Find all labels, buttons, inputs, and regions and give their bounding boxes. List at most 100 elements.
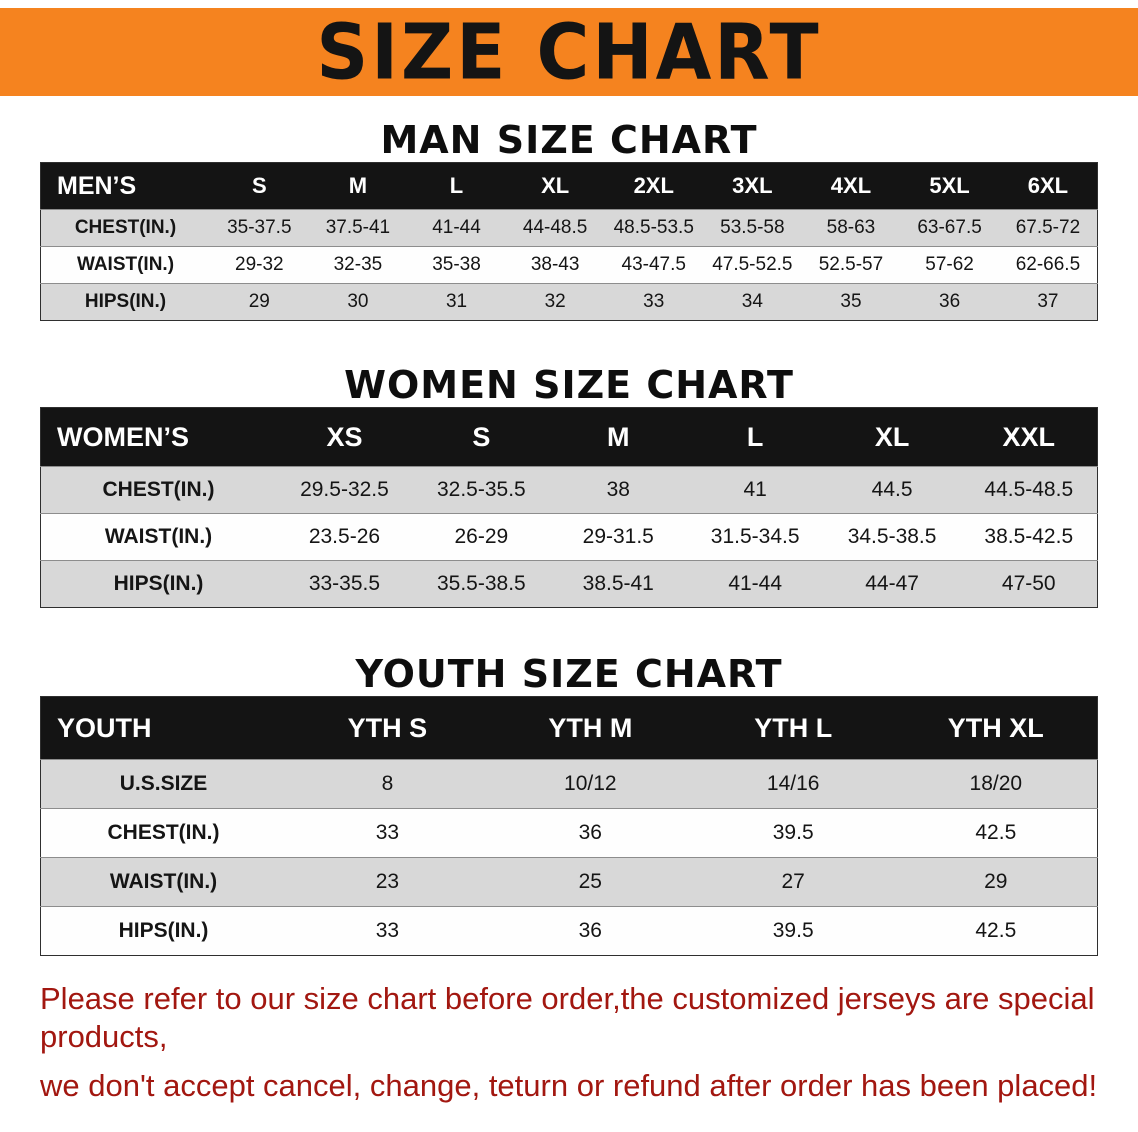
size-value: 44-47 xyxy=(823,560,961,608)
size-value: 44.5 xyxy=(823,466,961,514)
size-value: 33 xyxy=(286,906,489,956)
size-value: 58-63 xyxy=(801,209,901,247)
size-value: 33 xyxy=(604,283,704,321)
size-value: 10/12 xyxy=(488,759,692,809)
size-value: 29 xyxy=(210,283,309,321)
row-label: CHEST(IN.) xyxy=(40,466,276,514)
size-value: 67.5-72 xyxy=(998,209,1098,247)
table-corner-label: YOUTH xyxy=(40,696,286,760)
size-value: 39.5 xyxy=(691,906,895,956)
size-column-header: L xyxy=(686,407,824,467)
disclaimer-line-1: Please refer to our size chart before or… xyxy=(40,981,1095,1054)
row-label: WAIST(IN.) xyxy=(40,513,276,561)
size-value: 36 xyxy=(900,283,999,321)
size-value: 29-31.5 xyxy=(549,513,687,561)
size-value: 53.5-58 xyxy=(703,209,802,247)
table-corner-label: MEN’S xyxy=(40,162,210,210)
table-row: WAIST(IN.) 23.5-26 26-29 29-31.5 31.5-34.5 34… xyxy=(40,513,1098,561)
size-column-header: M xyxy=(308,162,408,210)
size-value: 8 xyxy=(286,759,489,809)
row-label: CHEST(IN.) xyxy=(40,808,286,858)
table-row: WAIST(IN.) 23 25 27 29 xyxy=(40,857,1098,907)
size-column-header: YTH XL xyxy=(894,696,1098,760)
table-row: HIPS(IN.) 29 30 31 32 33 34 35 36 37 xyxy=(40,283,1098,321)
table-row: CHEST(IN.) 33 36 39.5 42.5 xyxy=(40,808,1098,858)
size-value: 41-44 xyxy=(407,209,506,247)
row-label: HIPS(IN.) xyxy=(40,560,276,608)
size-value: 47.5-52.5 xyxy=(703,246,802,284)
size-value: 36 xyxy=(488,808,692,858)
size-value: 32.5-35.5 xyxy=(412,466,550,514)
size-value: 34.5-38.5 xyxy=(823,513,961,561)
size-value: 31.5-34.5 xyxy=(686,513,824,561)
row-label: WAIST(IN.) xyxy=(40,857,286,907)
size-value: 27 xyxy=(691,857,895,907)
banner: SIZE CHART xyxy=(0,7,1138,97)
size-value: 29-32 xyxy=(210,246,309,284)
size-value: 42.5 xyxy=(894,808,1098,858)
row-label: CHEST(IN.) xyxy=(40,209,210,247)
size-value: 62-66.5 xyxy=(998,246,1098,284)
women-size-table: WOMEN’S XS S M L XL XXL CHEST(IN.) 29.5-32.5 32.5… xyxy=(40,407,1098,608)
size-value: 38.5-42.5 xyxy=(960,513,1098,561)
table-row: U.S.SIZE 8 10/12 14/16 18/20 xyxy=(40,759,1098,809)
size-column-header: XL xyxy=(823,407,961,467)
size-column-header: YTH L xyxy=(691,696,895,760)
row-label: U.S.SIZE xyxy=(40,759,286,809)
table-row: HIPS(IN.) 33-35.5 35.5-38.5 38.5-41 41-44 44-… xyxy=(40,560,1098,608)
size-value: 44.5-48.5 xyxy=(960,466,1098,514)
table-header-row: YOUTH YTH S YTH M YTH L YTH XL xyxy=(40,696,1098,760)
size-value: 23.5-26 xyxy=(276,513,413,561)
size-value: 37.5-41 xyxy=(308,209,408,247)
size-value: 38.5-41 xyxy=(549,560,687,608)
women-section-heading: WOMEN SIZE CHART xyxy=(344,363,794,407)
size-value: 35-37.5 xyxy=(210,209,309,247)
size-value: 57-62 xyxy=(900,246,999,284)
size-column-header: S xyxy=(412,407,550,467)
table-row: CHEST(IN.) 29.5-32.5 32.5-35.5 38 41 44.5 44.5… xyxy=(40,466,1098,514)
row-label: HIPS(IN.) xyxy=(40,283,210,321)
size-value: 29.5-32.5 xyxy=(276,466,413,514)
size-value: 48.5-53.5 xyxy=(604,209,704,247)
size-value: 33-35.5 xyxy=(276,560,413,608)
table-header-row: WOMEN’S XS S M L XL XXL xyxy=(40,407,1098,467)
size-value: 32 xyxy=(505,283,605,321)
size-value: 33 xyxy=(286,808,489,858)
size-column-header: XS xyxy=(276,407,413,467)
size-value: 43-47.5 xyxy=(604,246,704,284)
youth-section-heading: YOUTH SIZE CHART xyxy=(355,652,783,696)
table-corner-label: WOMEN’S xyxy=(40,407,276,467)
size-value: 25 xyxy=(488,857,692,907)
size-value: 52.5-57 xyxy=(801,246,901,284)
size-value: 41-44 xyxy=(686,560,824,608)
size-column-header: YTH M xyxy=(488,696,692,760)
size-value: 35 xyxy=(801,283,901,321)
size-value: 34 xyxy=(703,283,802,321)
size-column-header: M xyxy=(549,407,687,467)
size-column-header: 2XL xyxy=(604,162,704,210)
size-value: 26-29 xyxy=(412,513,550,561)
men-section-heading: MAN SIZE CHART xyxy=(380,118,758,162)
size-value: 39.5 xyxy=(691,808,895,858)
size-value: 37 xyxy=(998,283,1098,321)
size-value: 18/20 xyxy=(894,759,1098,809)
size-value: 38-43 xyxy=(505,246,605,284)
size-column-header: S xyxy=(210,162,309,210)
men-size-table: MEN’S S M L XL 2XL 3XL 4XL 5XL 6XL CHEST(IN.) 35-37… xyxy=(40,162,1098,321)
size-value: 14/16 xyxy=(691,759,895,809)
size-column-header: 4XL xyxy=(801,162,901,210)
size-value: 23 xyxy=(286,857,489,907)
size-column-header: XXL xyxy=(960,407,1098,467)
size-column-header: 6XL xyxy=(998,162,1098,210)
size-value: 44-48.5 xyxy=(505,209,605,247)
size-column-header: YTH S xyxy=(286,696,489,760)
table-header-row: MEN’S S M L XL 2XL 3XL 4XL 5XL 6XL xyxy=(40,162,1098,210)
size-column-header: 3XL xyxy=(703,162,802,210)
size-value: 41 xyxy=(686,466,824,514)
row-label: WAIST(IN.) xyxy=(40,246,210,284)
size-value: 47-50 xyxy=(960,560,1098,608)
table-row: HIPS(IN.) 33 36 39.5 42.5 xyxy=(40,906,1098,956)
size-value: 35.5-38.5 xyxy=(412,560,550,608)
size-column-header: XL xyxy=(505,162,605,210)
